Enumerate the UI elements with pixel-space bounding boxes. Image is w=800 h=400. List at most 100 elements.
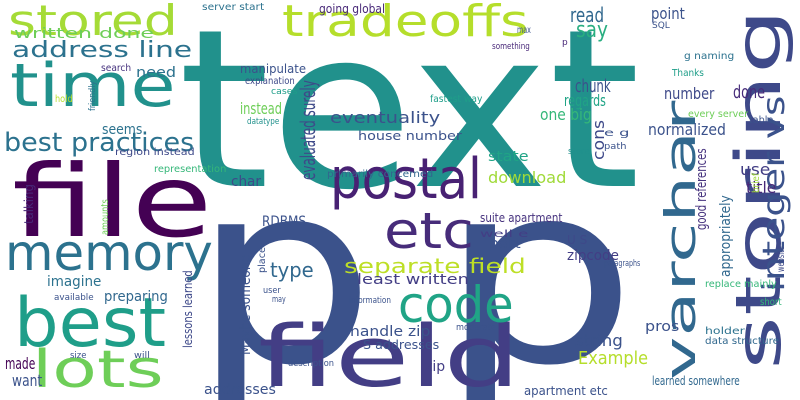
word-datatype: datatype — [247, 117, 280, 127]
word-memory: memory — [5, 224, 213, 282]
word-g-naming: g naming — [684, 51, 735, 62]
word-p-large-left: p — [192, 129, 376, 400]
word-will: will — [134, 351, 150, 361]
word-well-e: well e — [480, 229, 529, 240]
word-instead: instead — [240, 99, 283, 118]
word-pros: pros — [645, 319, 680, 335]
word-information: information — [349, 296, 391, 306]
word-u-s: U S — [567, 233, 588, 247]
word-eventuality: eventuality — [330, 108, 441, 127]
word-manipulate: manipulate — [240, 62, 307, 76]
word-done: done — [733, 82, 765, 103]
word-something: something — [492, 42, 530, 52]
word-least-written: least written — [357, 272, 469, 288]
word-amounts: amounts — [100, 199, 111, 235]
word-maybe-someone: Maybe someone — [238, 254, 254, 355]
word-read: read — [570, 3, 605, 27]
word-hold: hold — [55, 94, 73, 105]
word-rdbms: RDBMS — [262, 214, 307, 230]
word-search: search — [101, 63, 132, 74]
word-want: want — [12, 371, 43, 390]
word-sql: SQL — [652, 21, 670, 31]
word-use: use — [740, 160, 771, 179]
word-evaluated-surely: evaluated surely — [296, 80, 320, 180]
word-brief: brief — [751, 173, 762, 193]
word-lessons-learned: lessons learned — [181, 270, 195, 348]
word-user: user — [263, 286, 281, 296]
word-table: table — [749, 115, 774, 126]
word-friendly: friendly — [88, 80, 98, 111]
word-good-references: good references — [694, 148, 710, 230]
word-separate-field: separate field — [344, 254, 526, 278]
word-cases: cases — [271, 87, 298, 97]
word-field: field — [258, 308, 521, 400]
word-talking: talking — [22, 184, 36, 224]
word-state: state — [488, 149, 529, 165]
word-thanks: Thanks — [672, 68, 704, 79]
word-representation: representation — [154, 164, 227, 175]
word-primarily-concerned: primarily concerned — [327, 169, 434, 180]
word-part: part — [489, 236, 521, 252]
word-available: available — [54, 293, 94, 303]
word-place: place — [257, 247, 268, 273]
word-s-addresses: S addresses — [363, 338, 440, 352]
word-varchar: varchar — [656, 100, 705, 380]
word-normalized: normalized — [648, 120, 726, 139]
word-string: string — [575, 331, 623, 350]
word-title: title — [746, 178, 777, 197]
word-moderate: moderate — [456, 323, 496, 333]
word-tradeoffs: tradeoffs — [282, 0, 529, 47]
word-region-instead: region instead — [115, 147, 195, 158]
word-char: char — [231, 174, 261, 190]
word-postal: postal — [330, 147, 482, 212]
word-say: say — [576, 18, 608, 43]
word-best: best — [14, 284, 167, 363]
word-one-big: one big — [540, 105, 592, 124]
word-file: file — [12, 143, 213, 260]
word-preparing: preparing — [104, 289, 168, 305]
word-chunk: chunk — [575, 76, 611, 97]
word-addresses: addresses — [204, 382, 276, 398]
word-may: may — [272, 295, 286, 305]
word-code: code — [398, 276, 514, 334]
word-text: text — [178, 0, 641, 238]
word-point: point — [651, 4, 685, 23]
word-zip: zip — [425, 359, 446, 375]
word-replace-mainly: replace mainly — [705, 279, 777, 290]
word-made: made — [5, 354, 36, 373]
word-explanation: explanation — [245, 76, 295, 87]
word-e-g: e g — [604, 128, 630, 139]
word-description: description — [288, 359, 335, 369]
word-holder: holder — [705, 326, 745, 337]
word-example: Example — [578, 348, 649, 369]
word-type: type — [270, 258, 314, 282]
word-fastest-way: fastest way — [430, 94, 483, 105]
word-suite-apartment: suite apartment — [480, 211, 563, 225]
word-appropriately: appropriately — [718, 195, 734, 277]
word-data-structure: data structure — [705, 336, 780, 347]
word-size: size — [70, 351, 87, 361]
word-number: number — [664, 84, 715, 103]
word-address-line: address line — [12, 38, 193, 63]
word-seems: seems — [102, 122, 143, 138]
word-stored: stored — [8, 0, 178, 45]
word-written-done: written done — [14, 26, 154, 42]
word-need: need — [136, 65, 177, 81]
word-imagine: imagine — [47, 274, 102, 290]
word-apartment-etc: apartment etc — [524, 384, 608, 398]
word-etc: etc — [384, 202, 474, 260]
word-path: path — [604, 142, 627, 152]
word-server-start: server start — [202, 2, 265, 13]
word-lots: lots — [32, 340, 164, 400]
word-zipcode: zipcode — [567, 248, 619, 264]
word-going-global: going global — [319, 2, 385, 16]
word-max: max — [517, 25, 531, 36]
word-every-server: every server — [688, 109, 749, 120]
word-house-number: house number — [358, 129, 462, 143]
word-p-small: p — [562, 38, 568, 48]
word-paragraphs: paragraphs — [604, 259, 641, 269]
word-handle-zip: handle zip — [350, 324, 431, 340]
word-regards: regards — [564, 91, 606, 110]
word-short: short — [760, 297, 782, 308]
